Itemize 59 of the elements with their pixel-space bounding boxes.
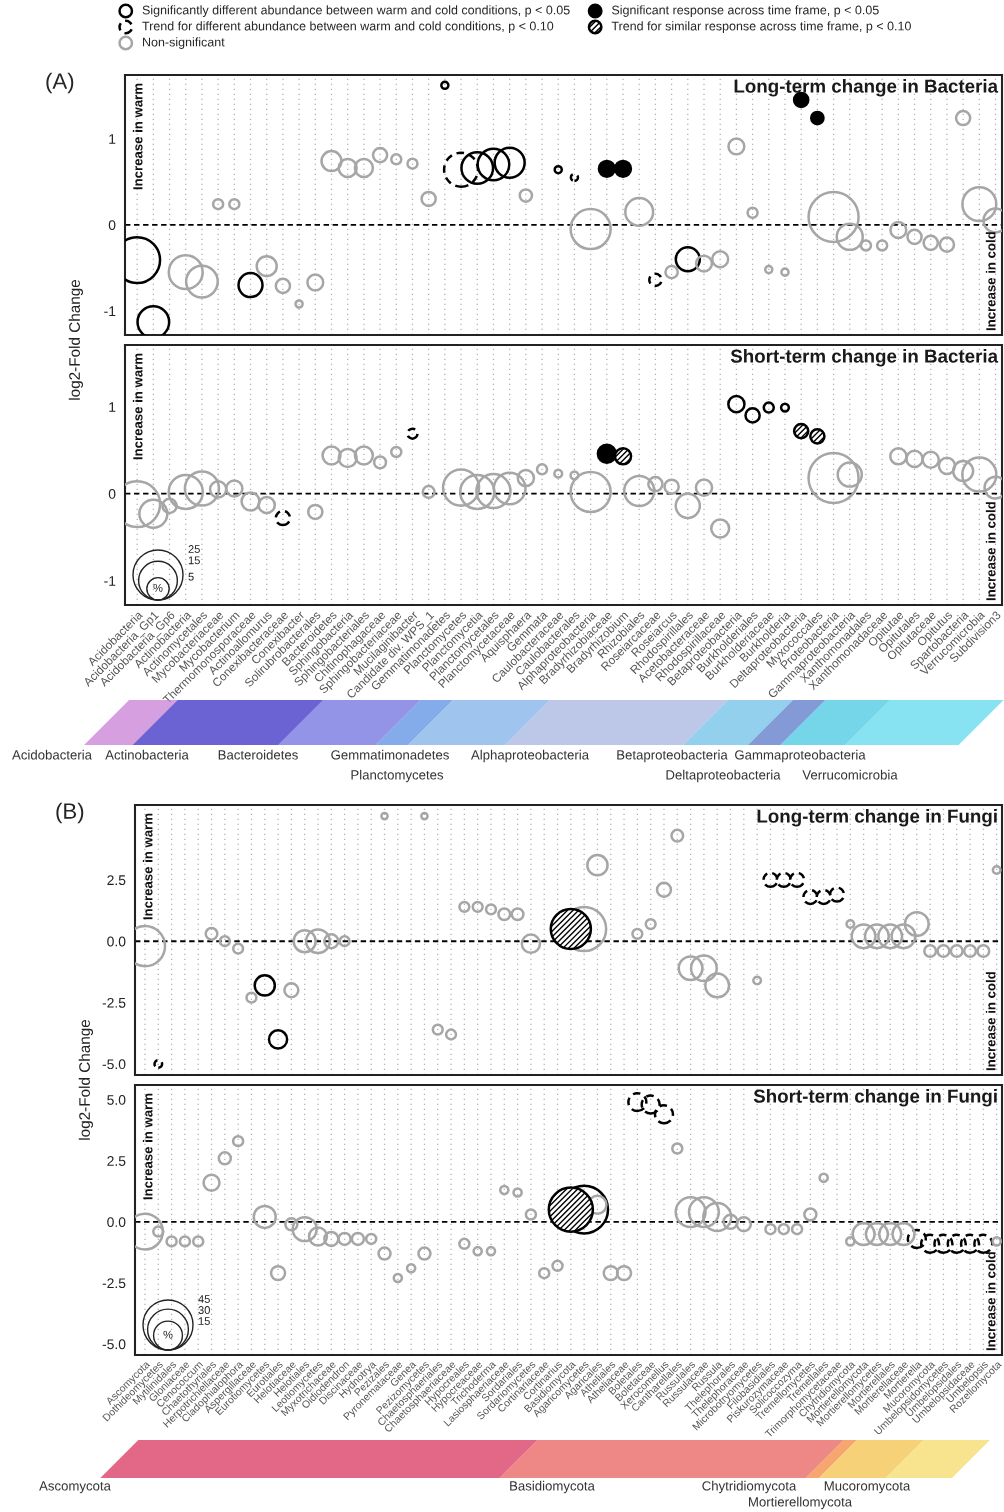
legend-label: Trend for similar response across time frame, p < 0.10 bbox=[611, 21, 911, 33]
y-axis-title: log2-Fold Change bbox=[78, 1019, 93, 1140]
annotation: Increase in warm bbox=[142, 813, 153, 920]
y-tick-label: 0 bbox=[108, 220, 116, 230]
legend-label: Non-significant bbox=[143, 37, 225, 49]
annotation: Increase in cold bbox=[985, 972, 996, 1071]
legend-label: 25 bbox=[188, 545, 200, 553]
text: Planctomycetes bbox=[351, 769, 444, 783]
annotation: % bbox=[153, 583, 163, 592]
annotation: Increase in warm bbox=[132, 83, 143, 190]
text: Gammaproteobacteria bbox=[735, 749, 866, 763]
y-tick-label: -1 bbox=[104, 576, 116, 586]
y-tick-label: -5.0 bbox=[102, 1059, 126, 1070]
text: (B) bbox=[56, 802, 84, 824]
y-tick-label: -2.5 bbox=[102, 997, 126, 1008]
annotation: Increase in cold bbox=[985, 502, 996, 601]
text: Betaproteobacteria bbox=[617, 749, 728, 763]
annotation: Increase in cold bbox=[985, 1252, 996, 1351]
y-tick-label: 1 bbox=[109, 402, 116, 412]
legend-label: 15 bbox=[188, 556, 200, 565]
chart-title: Long-term change in Fungi bbox=[757, 809, 997, 827]
text: Alphaproteobacteria bbox=[470, 749, 590, 763]
text: Verrucomicrobia bbox=[802, 769, 898, 780]
y-tick-label: 2.5 bbox=[107, 1156, 126, 1166]
legend-label: Trend for different abundance between warm and cold conditions, p < 0.10 bbox=[142, 21, 554, 33]
legend-label: 5 bbox=[188, 572, 194, 581]
text: Mucoromycota bbox=[824, 1481, 911, 1494]
y-tick-label: 1 bbox=[109, 134, 116, 144]
legend-label: Significantly different abundance between warm and cold conditions, p < 0.05 bbox=[142, 5, 570, 17]
y-axis-title: log2-Fold Change bbox=[68, 279, 83, 400]
y-tick-label: -2.5 bbox=[102, 1278, 126, 1289]
legend-label: Significant response across time frame, p < 0.05 bbox=[611, 5, 879, 17]
legend-label: 30 bbox=[198, 1306, 210, 1314]
text: Chytridiomycota bbox=[702, 1480, 797, 1494]
annotation: % bbox=[163, 1330, 173, 1339]
y-tick-label: -5.0 bbox=[102, 1339, 126, 1350]
y-tick-label: 0.0 bbox=[107, 1217, 126, 1227]
text: Ascomycota bbox=[39, 1481, 111, 1494]
text: Gemmatimonadetes bbox=[331, 749, 449, 760]
legend-label: 45 bbox=[198, 1295, 210, 1303]
text: Basidiomycota bbox=[510, 1480, 595, 1494]
y-tick-label: 5.0 bbox=[107, 1094, 126, 1105]
annotation: Increase in cold bbox=[985, 232, 996, 331]
text: Acidobacteria bbox=[12, 749, 92, 760]
text: Bacteroidetes bbox=[218, 749, 298, 760]
chart-title: Short-term change in Fungi bbox=[753, 1089, 997, 1107]
y-tick-label: -1 bbox=[104, 306, 116, 316]
y-tick-label: 0.0 bbox=[107, 936, 126, 947]
y-tick-label: 2.5 bbox=[107, 875, 126, 886]
text: Mortierellomycota bbox=[749, 1496, 853, 1510]
y-tick-label: 0 bbox=[108, 489, 116, 499]
annotation: Increase in warm bbox=[142, 1093, 153, 1200]
chart-title: Short-term change in Bacteria bbox=[730, 349, 999, 367]
text: (A) bbox=[46, 72, 74, 94]
legend-label: 15 bbox=[198, 1317, 210, 1325]
text: Actinobacteria bbox=[105, 749, 189, 760]
text: Deltaproteobacteria bbox=[666, 769, 781, 783]
chart-title: Long-term change in Bacteria bbox=[734, 79, 999, 97]
annotation: Increase in warm bbox=[132, 353, 143, 460]
